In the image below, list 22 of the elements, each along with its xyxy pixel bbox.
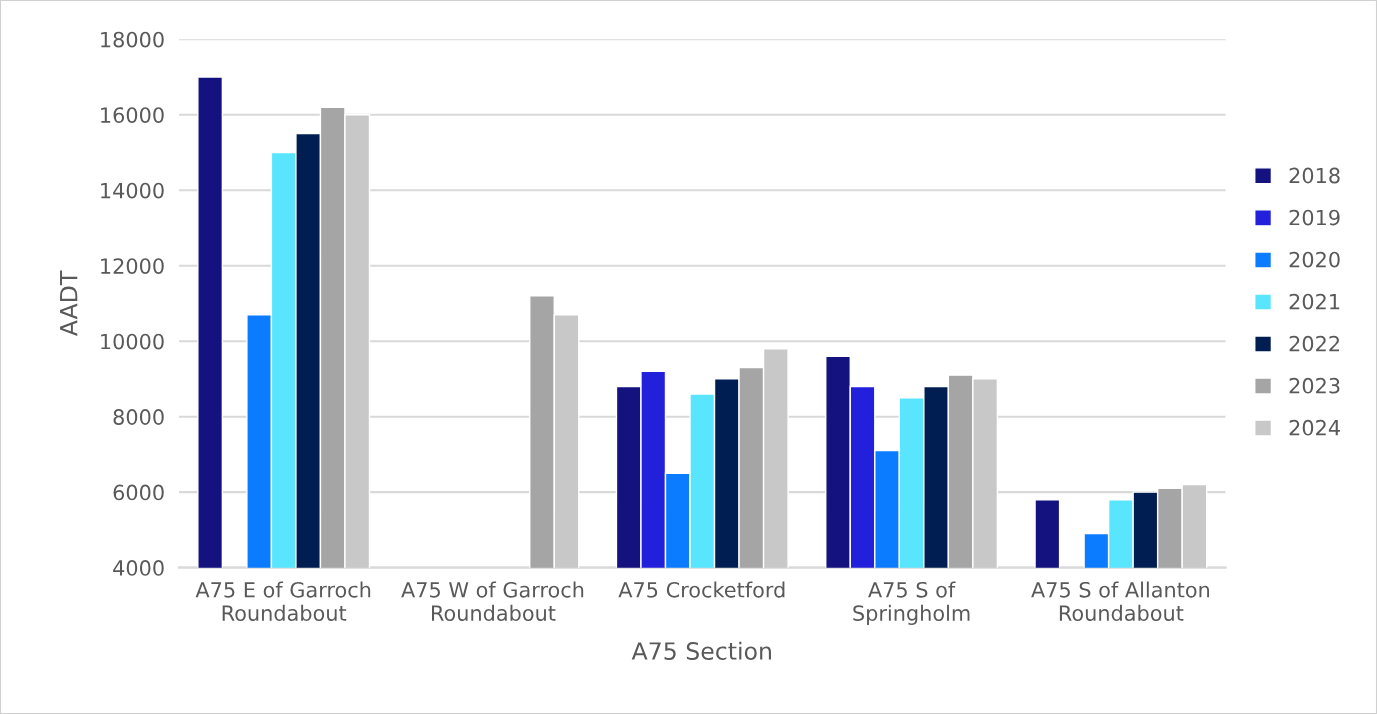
legend-label: 2023 [1289,377,1340,394]
x-axis-title: A75 Section [631,641,771,660]
legend-label: 2021 [1289,293,1340,310]
x-tick-label: A75 Crocketford [618,581,785,598]
legend-label: 2020 [1289,251,1340,268]
y-tick-label: 8000 [113,409,164,425]
legend-label: 2022 [1289,335,1340,352]
legend-label: 2018 [1289,167,1340,184]
y-axis-title: AADT [60,270,78,337]
y-tick-label: 12000 [101,258,164,274]
y-tick-label: 6000 [113,484,164,501]
x-tick-label: A75 S of Allanton Roundabout [1031,581,1210,621]
y-tick-label: 16000 [101,107,164,123]
x-tick-label: A75 S of Springholm [853,581,970,626]
legend-label: 2019 [1289,209,1340,226]
y-tick-label: 18000 [101,31,164,48]
y-tick-label: 14000 [101,182,164,199]
y-tick-label: 10000 [101,333,164,350]
y-tick-label: 4000 [113,560,164,576]
x-tick-label: A75 E of Garroch Roundabout [195,581,371,621]
x-tick-label: A75 W of Garroch Roundabout [401,581,584,621]
legend-label: 2024 [1289,419,1340,436]
